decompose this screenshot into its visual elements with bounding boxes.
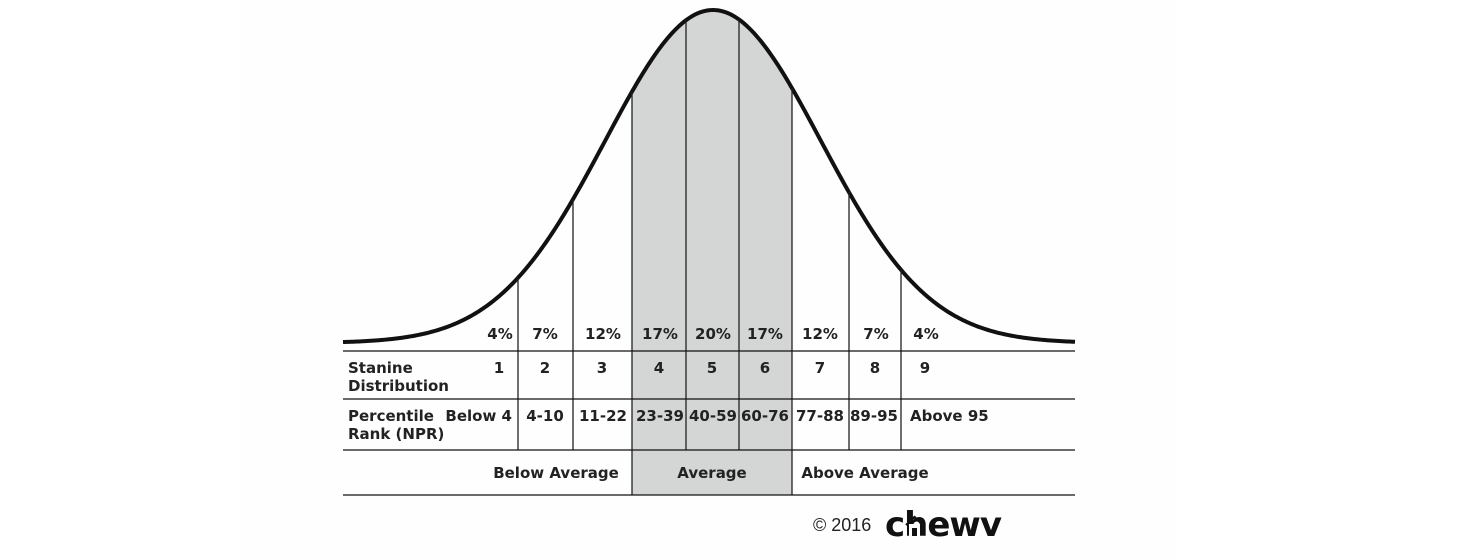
percentile-value: 4-10 [526, 407, 564, 425]
band-below-average: Below Average [493, 464, 619, 482]
brand-house-door-icon [912, 528, 917, 536]
percentile-value: 40-59 [689, 407, 737, 425]
percentile-row: Percentile Rank (NPR) Below 4 4-10 11-22… [348, 407, 989, 443]
percentile-value: 23-39 [636, 407, 684, 425]
percentage-label: 4% [913, 325, 938, 343]
percentile-value: 60-76 [741, 407, 789, 425]
stanine-value: 6 [760, 359, 770, 377]
bell-curve [342, 7, 1076, 345]
band-average: Average [677, 464, 746, 482]
stanine-value: 8 [870, 359, 880, 377]
brand-house-roof-icon [905, 515, 924, 526]
stanine-row-title: Distribution [348, 377, 449, 395]
stanine-value: 9 [920, 359, 930, 377]
percentage-row: 4% 7% 12% 17% 20% 17% 12% 7% 4% [487, 325, 938, 343]
footer: © 2016 chewv [813, 505, 1003, 545]
stanine-value: 1 [494, 359, 504, 377]
percentage-label: 4% [487, 325, 512, 343]
stanine-row: Stanine Distribution 1 2 3 4 5 6 7 8 9 [348, 359, 930, 395]
percentage-label: 20% [695, 325, 731, 343]
percentage-label: 7% [863, 325, 888, 343]
percentile-value: Below 4 [445, 407, 512, 425]
stanine-value: 2 [540, 359, 550, 377]
stanine-value: 5 [707, 359, 717, 377]
copyright-text: © 2016 [813, 515, 871, 535]
percentile-value: 11-22 [579, 407, 627, 425]
stanine-value: 7 [815, 359, 825, 377]
percentage-label: 7% [532, 325, 557, 343]
percentage-label: 12% [802, 325, 838, 343]
percentage-label: 12% [585, 325, 621, 343]
brand-logo: chewv [885, 505, 1002, 545]
stanine-dividers [517, 19, 902, 495]
average-shaded-region [632, 10, 792, 495]
percentile-row-title: Percentile [348, 407, 434, 425]
percentile-value: 77-88 [796, 407, 844, 425]
percentage-label: 17% [747, 325, 783, 343]
percentage-label: 17% [642, 325, 678, 343]
stanine-value: 3 [597, 359, 607, 377]
stanine-value: 4 [654, 359, 664, 377]
percentile-value: 89-95 [850, 407, 898, 425]
percentile-row-title: Rank (NPR) [348, 425, 444, 443]
percentile-value: Above 95 [910, 407, 989, 425]
band-above-average: Above Average [801, 464, 928, 482]
band-row: Below Average Average Above Average [493, 464, 928, 482]
stanine-row-title: Stanine [348, 359, 413, 377]
